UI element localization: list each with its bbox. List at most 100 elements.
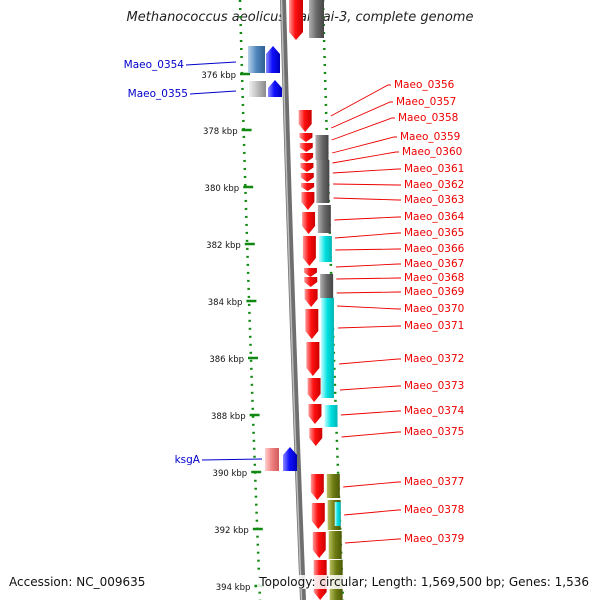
gene-label: ksgA [175,454,201,466]
cds-block [316,160,330,203]
label-leader [335,248,401,251]
label-leader [336,291,401,294]
tick-label: 390 kbp [213,469,248,479]
label-leader [185,61,237,66]
gene-arrow [301,183,315,191]
gene-arrow [305,309,319,339]
tick-label: 394 kbp [216,583,251,593]
gene-label: Maeo_0363 [404,194,464,206]
tick-label: 384 kbp [208,298,243,308]
tick-label: 380 kbp [205,184,240,194]
gene-features [248,0,343,600]
backbone-highlight [280,0,303,600]
gene-label: Maeo_0373 [404,380,464,392]
gene-arrow [300,153,314,162]
cds-block [315,135,329,160]
tick-label: 392 kbp [214,526,249,536]
gene-arrow [300,173,314,182]
cds-block [320,298,334,398]
label-leader [332,168,401,174]
label-leader [333,197,401,201]
gene-label: Maeo_0371 [404,320,464,332]
gene-label: Maeo_0370 [404,303,464,315]
cds-block [334,502,341,526]
cds-block [248,46,265,73]
gene-label: Maeo_0361 [404,163,464,175]
gene-arrow [311,503,325,529]
gene-label: Maeo_0364 [404,211,465,223]
gene-label: Maeo_0366 [404,243,465,255]
gene-arrow [309,428,323,446]
label-leader [189,90,237,95]
gene-arrow [308,404,322,424]
label-leader [331,136,397,154]
tick-label: 378 kbp [203,127,238,137]
label-leader [334,216,401,221]
label-leader [336,277,401,280]
genome-backbone [280,0,306,600]
gene-label: Maeo_0379 [404,533,464,545]
accession-text: Accession: NC_009635 [9,575,146,589]
gene-arrow [289,0,303,40]
gene-arrow [307,378,321,402]
gene-label: Maeo_0360 [402,146,462,158]
gene-arrow [302,236,316,266]
gene-label: Maeo_0374 [404,405,465,417]
gene-labels: Maeo_0354 Maeo_0355 ksgA Maeo_0356 Maeo_0357… [124,59,465,545]
label-leader [341,431,401,438]
gene-label: Maeo_0368 [404,272,464,284]
label-leader [332,151,399,164]
label-leader [339,385,401,391]
gene-arrow [301,192,315,210]
tick-label: 388 kbp [211,412,246,422]
label-leader [335,263,401,268]
gene-label: Maeo_0377 [404,476,464,488]
gene-arrow [312,532,326,558]
cds-block [318,236,332,262]
gene-label: Maeo_0358 [398,112,458,124]
gene-label: Maeo_0356 [394,79,455,91]
gene-arrow [300,163,314,172]
label-leader [345,538,401,544]
gene-arrow [310,474,324,500]
tick-label: 386 kbp [209,355,244,365]
label-leader [331,101,393,129]
gene-arrow [266,46,280,73]
gene-arrow [303,268,317,277]
gene-arrow [304,277,318,287]
gene-arrow [299,133,313,142]
label-leader [340,410,401,416]
gene-label: Maeo_0359 [400,131,460,143]
cds-block [326,474,340,498]
label-leader [334,232,401,239]
label-leader [343,481,401,488]
backbone-line [280,0,306,600]
label-leader [330,84,391,117]
tick-label: 376 kbp [201,71,236,81]
genome-summary-text: Topology: circular; Length: 1,569,500 bp… [257,575,589,589]
label-leader [337,305,401,310]
gene-arrow [302,212,316,234]
gene-label: Maeo_0365 [404,227,464,239]
gene-arrow [299,143,313,152]
gene-label: Maeo_0378 [404,504,464,516]
cds-block [324,405,338,427]
cds-block [309,0,324,38]
cds-block [328,531,342,559]
gene-arrow [298,110,312,132]
label-leader [344,509,401,516]
gene-arrow [304,289,318,307]
axis-ticks: 376 kbp 378 kbp 380 kbp 382 kbp 384 kbp 386 k… [201,71,265,593]
gene-label: Maeo_0372 [404,353,464,365]
gene-label: Maeo_0354 [124,59,185,71]
label-leader [201,458,263,461]
gene-label: Maeo_0369 [404,286,464,298]
label-leader [337,325,401,329]
label-leader [339,358,401,365]
label-leader [331,117,395,141]
gene-label: Maeo_0355 [128,88,188,100]
cds-block [249,81,266,97]
cds-block [265,448,279,471]
gene-arrow [268,80,282,97]
